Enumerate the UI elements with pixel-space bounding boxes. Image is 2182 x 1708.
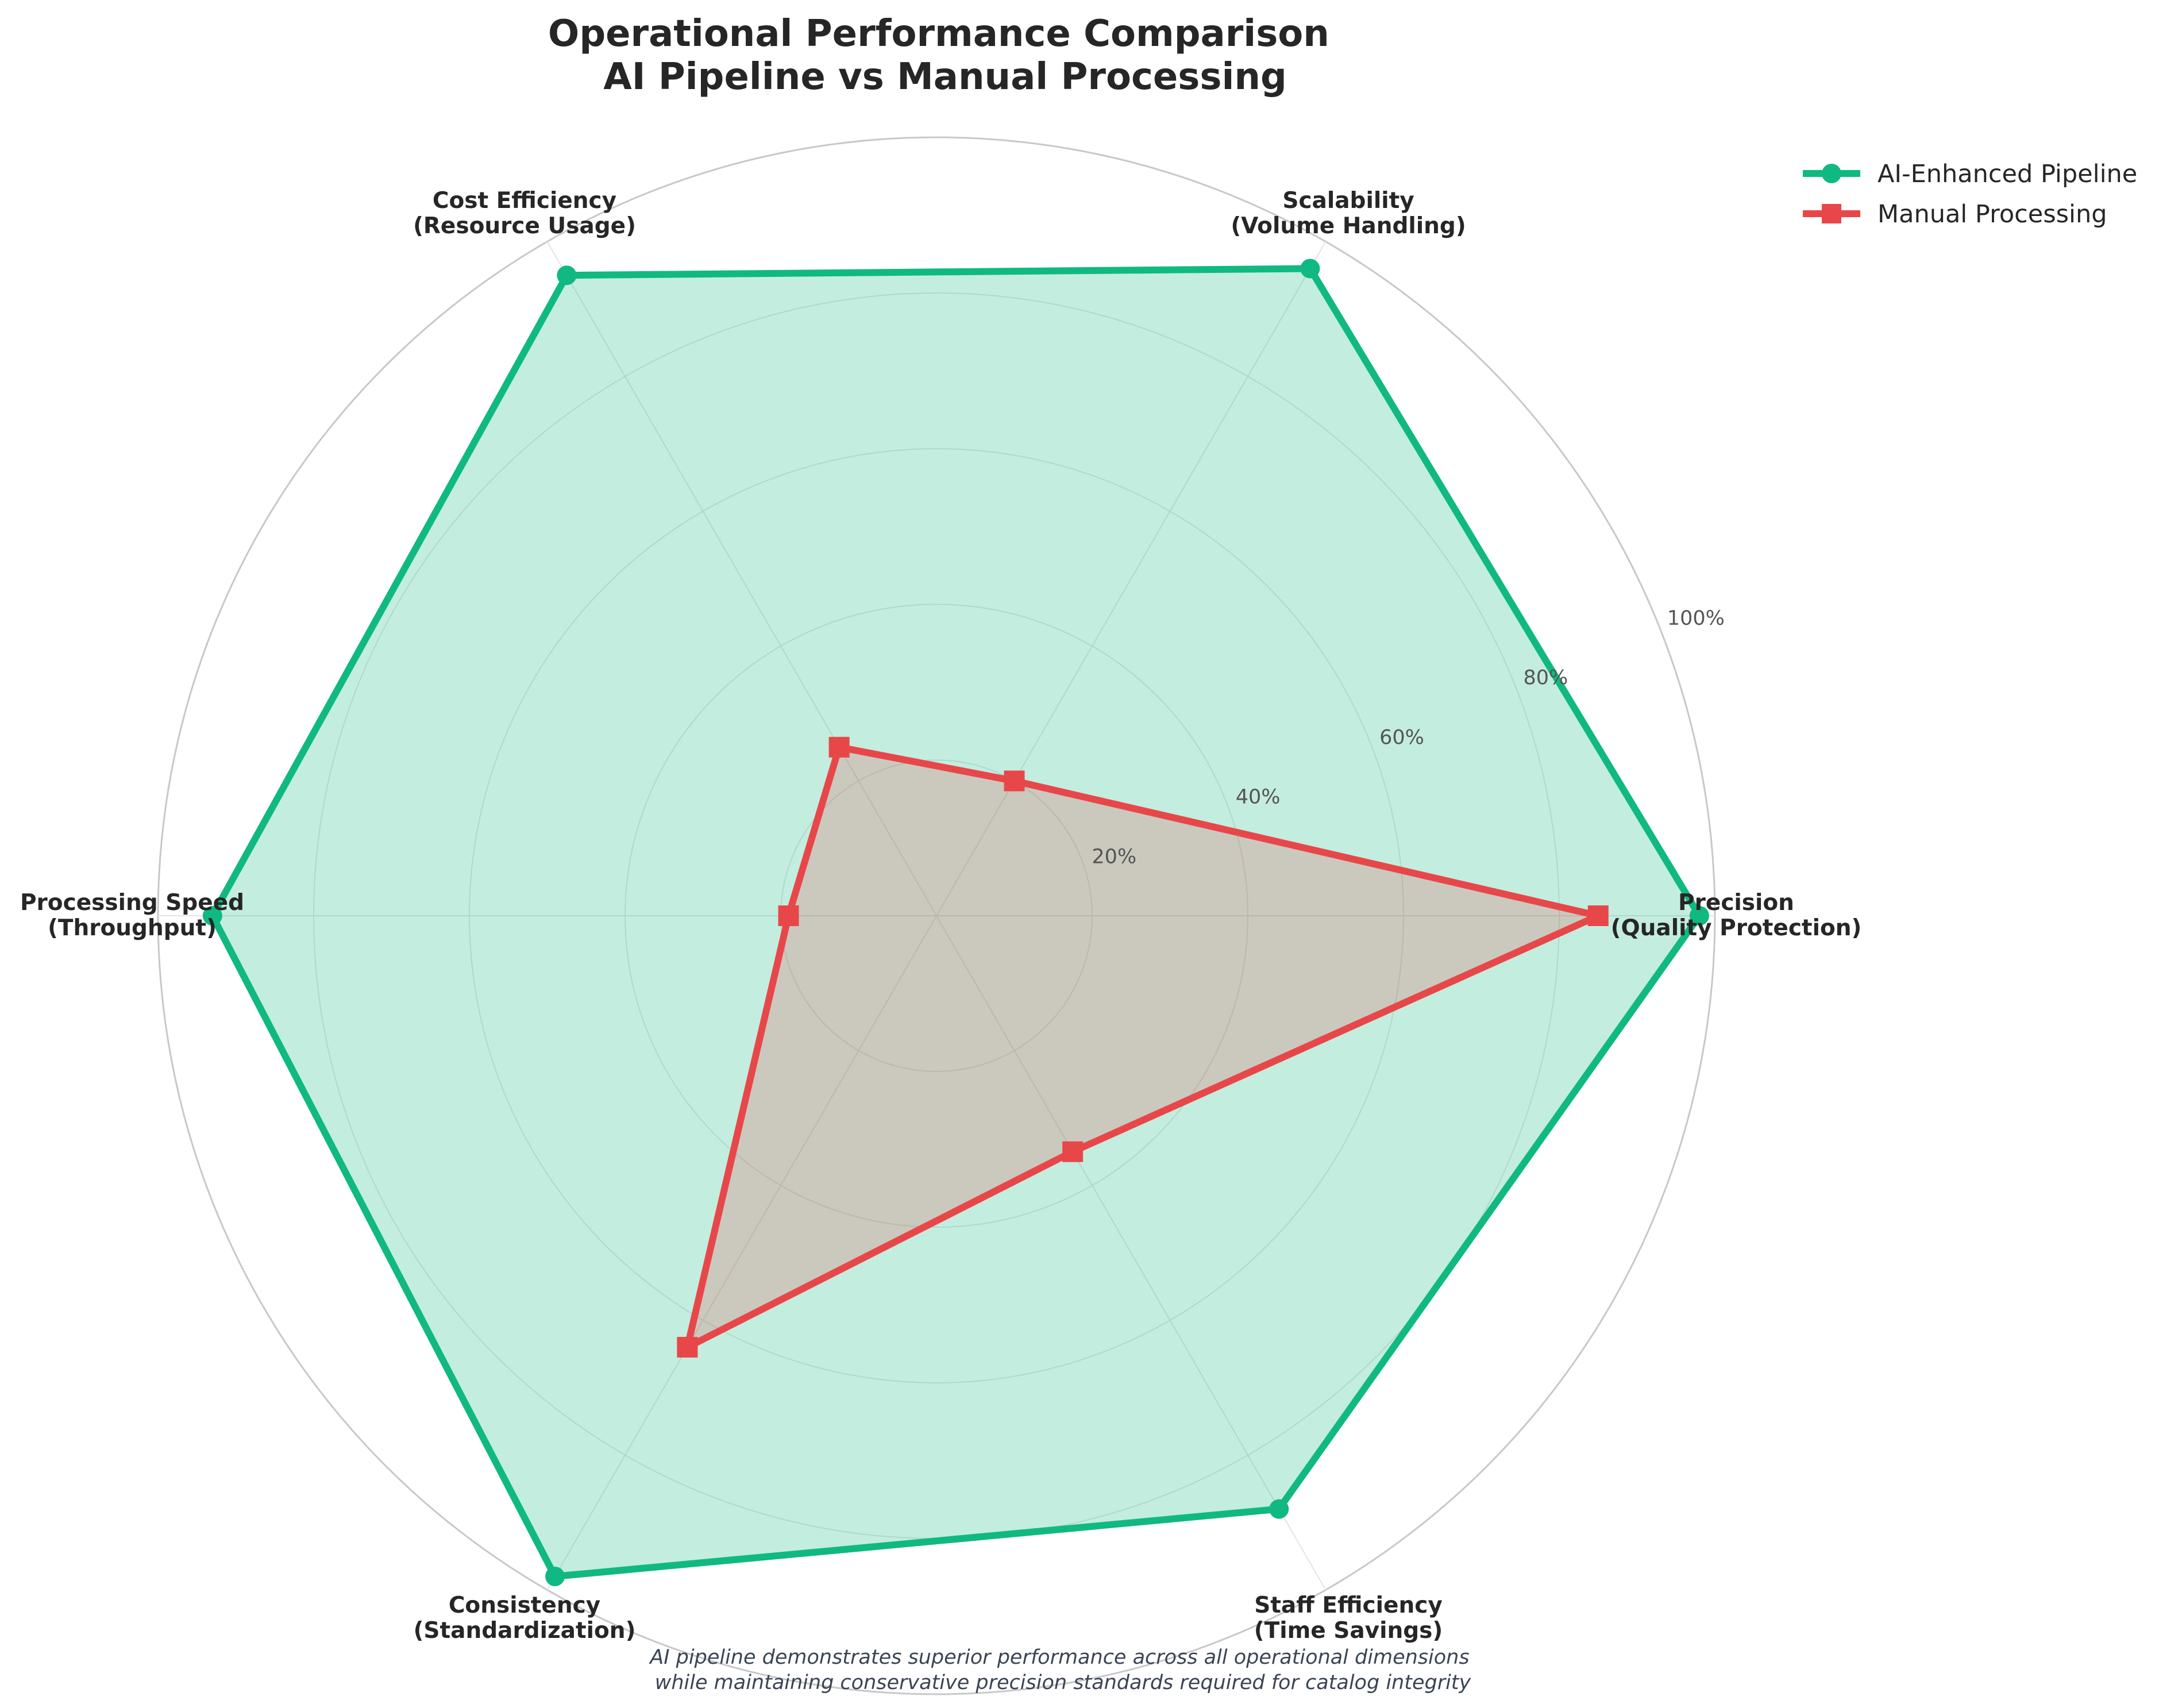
data-point-1-2 xyxy=(828,737,850,758)
data-point-0-2 xyxy=(557,265,577,286)
spoke-4 xyxy=(546,915,937,1590)
radial-tick-label-60: 60% xyxy=(1379,726,1424,749)
legend-item-ai: AI-Enhanced Pipeline xyxy=(1803,160,2137,188)
data-point-0-1 xyxy=(1300,259,1320,279)
data-point-0-0 xyxy=(1689,906,1709,926)
legend: AI-Enhanced Pipeline Manual Processing xyxy=(1803,160,2137,229)
axis-label-4: Consistency (Standardization) xyxy=(414,1593,636,1644)
legend-label-ai: AI-Enhanced Pipeline xyxy=(1878,160,2137,188)
chart-caption: AI pipeline demonstrates superior perfor… xyxy=(649,1646,1475,1694)
axis-label-1: Scalability (Volume Handling) xyxy=(1231,188,1466,239)
axis-label-1-line-0: Scalability xyxy=(1282,188,1414,214)
radial-tick-label-80: 80% xyxy=(1523,666,1568,689)
data-point-0-4 xyxy=(545,1566,565,1586)
radial-tick-label-20: 20% xyxy=(1092,845,1136,868)
axis-label-2-line-1: (Resource Usage) xyxy=(413,213,636,239)
data-point-1-4 xyxy=(677,1337,698,1358)
axis-label-3-line-1: (Throughput) xyxy=(48,915,217,941)
series-area-1 xyxy=(687,747,1598,1347)
axis-label-4-line-0: Consistency xyxy=(449,1593,600,1618)
series-layer xyxy=(202,259,1709,1586)
radial-tick-labels: 20% 40% 60% 80% 100% xyxy=(1092,607,1725,868)
radial-tick-label-100: 100% xyxy=(1667,607,1725,630)
series-area-0 xyxy=(212,268,1699,1576)
data-point-1-5 xyxy=(1062,1141,1084,1162)
axis-label-0-line-0: Precision xyxy=(1678,890,1794,916)
axis-label-5-line-0: Staff Efficiency xyxy=(1254,1593,1443,1618)
axis-labels: Precision (Quality Protection) Scalability… xyxy=(20,188,1861,1644)
axis-label-2: Cost Efficiency (Resource Usage) xyxy=(413,188,636,239)
caption-line-1: AI pipeline demonstrates superior perfor… xyxy=(649,1646,1469,1669)
series-manual-processing xyxy=(677,737,1609,1358)
axis-label-3-line-0: Processing Speed xyxy=(20,890,244,916)
data-point-1-1 xyxy=(1004,770,1025,792)
radial-tick-label-40: 40% xyxy=(1236,786,1281,809)
legend-item-manual: Manual Processing xyxy=(1803,200,2107,229)
axis-label-0: Precision (Quality Protection) xyxy=(1611,890,1862,941)
axis-label-4-line-1: (Standardization) xyxy=(414,1618,636,1644)
axis-label-5: Staff Efficiency (Time Savings) xyxy=(1254,1593,1443,1644)
spoke-5 xyxy=(936,915,1327,1590)
legend-marker-manual xyxy=(1822,204,1841,223)
axis-label-5-line-1: (Time Savings) xyxy=(1254,1618,1443,1644)
data-point-0-3 xyxy=(202,906,222,926)
axis-label-2-line-0: Cost Efficiency xyxy=(433,188,616,214)
axis-label-1-line-1: (Volume Handling) xyxy=(1231,213,1466,239)
data-point-1-0 xyxy=(1587,905,1609,926)
legend-label-manual: Manual Processing xyxy=(1878,200,2107,229)
axis-label-3: Processing Speed (Throughput) xyxy=(20,890,244,941)
caption-line-2: while maintaining conservative precision… xyxy=(655,1671,1472,1694)
data-point-0-5 xyxy=(1269,1499,1289,1519)
series-ai-enhanced-pipeline xyxy=(202,259,1709,1586)
data-point-1-3 xyxy=(778,905,799,926)
spoke-1 xyxy=(936,241,1327,916)
axis-label-0-line-1: (Quality Protection) xyxy=(1611,915,1862,941)
spoke-2 xyxy=(546,241,937,916)
chart-title-line-1: Operational Performance Comparison xyxy=(548,13,1329,55)
chart-title: Operational Performance Comparison AI Pi… xyxy=(548,13,1342,98)
chart-title-line-2: AI Pipeline vs Manual Processing xyxy=(603,56,1287,98)
legend-marker-ai xyxy=(1822,164,1841,183)
